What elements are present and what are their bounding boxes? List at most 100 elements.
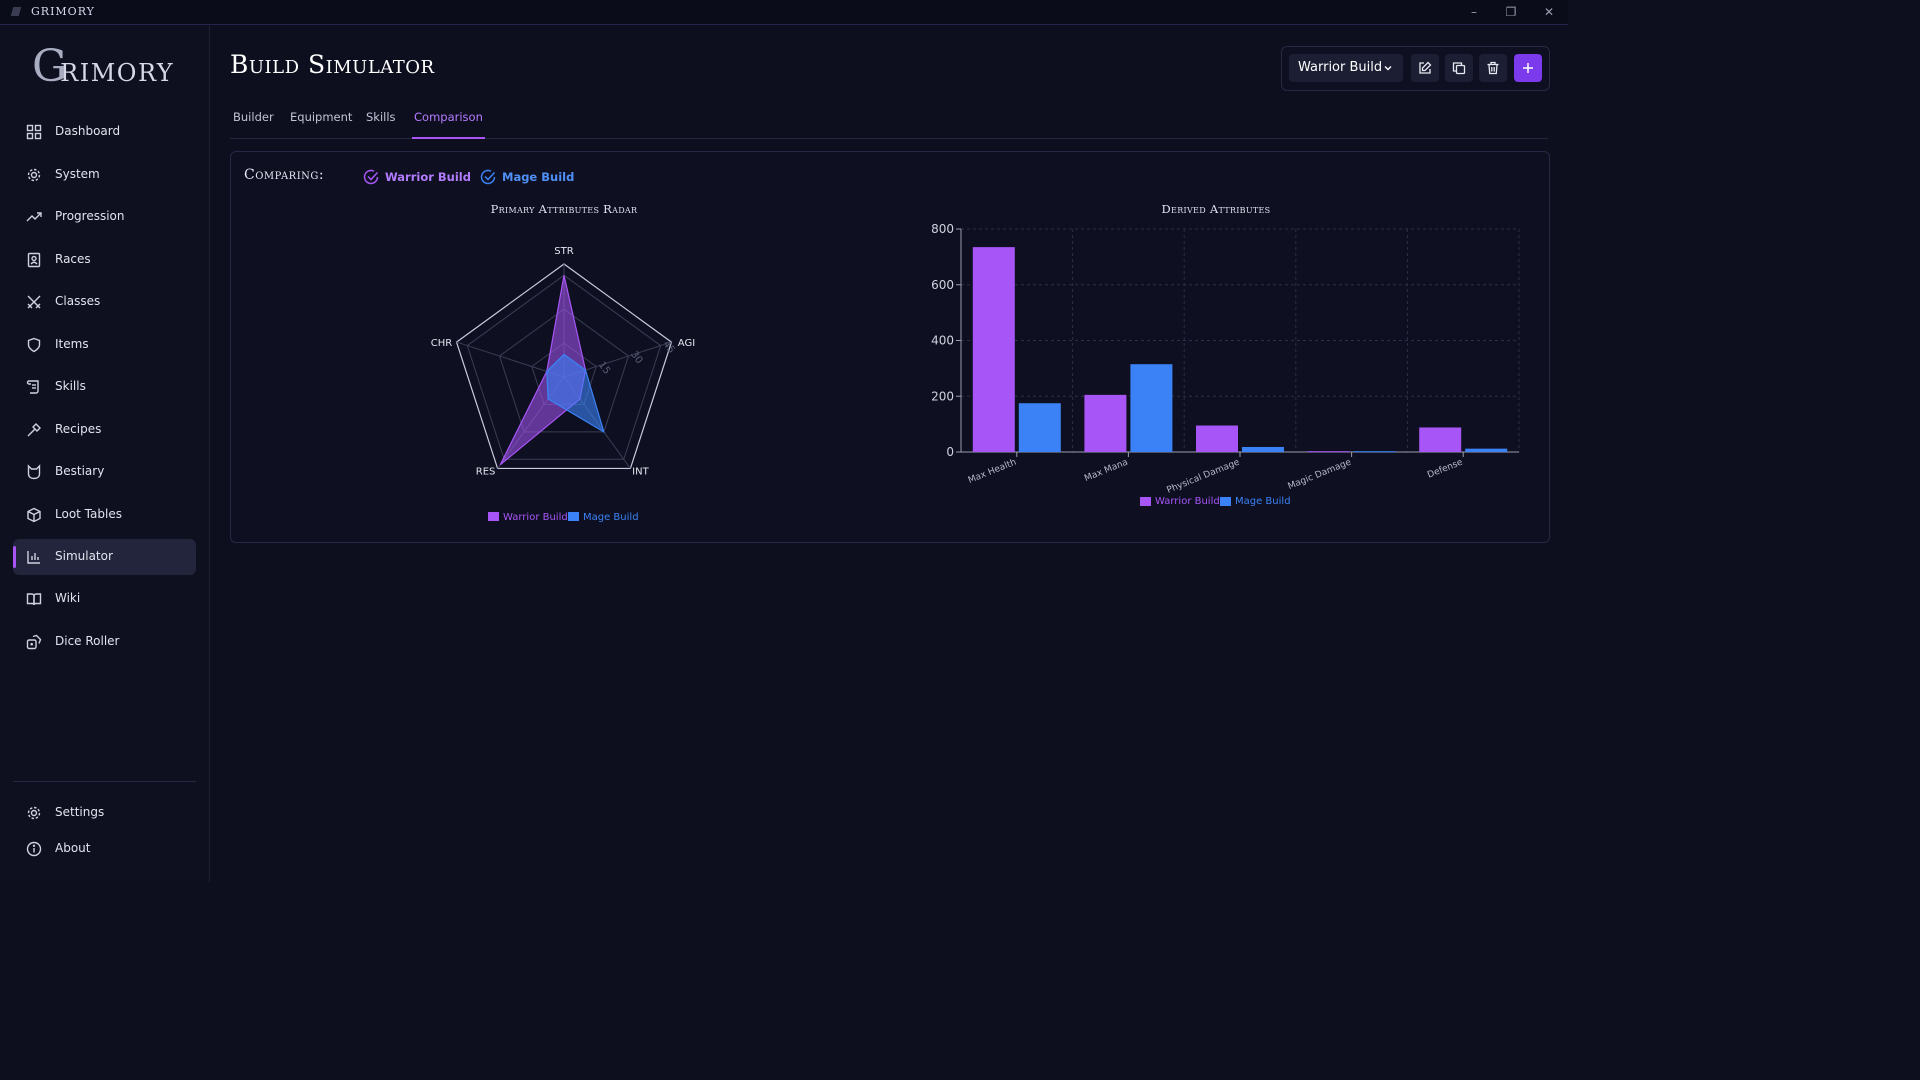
legend-swatch <box>488 512 499 521</box>
plus-icon <box>1523 63 1533 73</box>
duplicate-build-button[interactable] <box>1445 54 1473 82</box>
tab-comparison[interactable]: Comparison <box>412 110 485 139</box>
brand-initial: G <box>32 41 67 92</box>
tab-skills[interactable]: Skills <box>366 110 396 124</box>
hammer-icon <box>27 423 41 437</box>
legend-label: Mage Build <box>583 512 639 523</box>
sidebar-item-skills[interactable]: Skills <box>13 369 196 405</box>
sidebar-divider <box>13 781 196 782</box>
radar-chart-title: Primary Attributes Radar <box>490 202 638 216</box>
bar-chart-title: Derived Attributes <box>1161 202 1271 216</box>
sidebar-item-dice-roller[interactable]: Dice Roller <box>13 624 196 660</box>
sidebar-item-label: Wiki <box>55 591 81 605</box>
x-tick-label: Magic Damage <box>1287 457 1354 492</box>
delete-build-button[interactable] <box>1479 54 1507 82</box>
x-tick-label: Defense <box>1426 457 1465 480</box>
legend-swatch <box>568 512 579 521</box>
brand-logo: GRIMORY <box>32 41 174 92</box>
scroll-icon <box>26 380 39 394</box>
sidebar-item-label: Settings <box>55 805 105 819</box>
cat-icon <box>27 464 41 480</box>
trend-icon <box>26 212 42 222</box>
app-logo-icon <box>10 7 22 16</box>
legend-swatch <box>1220 497 1231 506</box>
simulator-tabs: Builder Equipment Skills Comparison <box>230 110 1548 139</box>
bar-warrior-build <box>1196 425 1238 452</box>
sidebar-item-progression[interactable]: Progression <box>13 199 196 235</box>
sidebar-item-races[interactable]: Races <box>13 242 196 278</box>
title-bar: GRIMORY – ❐ ✕ <box>0 0 1568 25</box>
x-tick-label: Max Mana <box>1083 458 1129 484</box>
edit-build-button[interactable] <box>1411 54 1439 82</box>
sidebar-item-dashboard[interactable]: Dashboard <box>13 114 196 150</box>
sidebar-item-settings[interactable]: Settings <box>13 795 196 831</box>
radar-axis-label: AGI <box>678 338 695 349</box>
brand-rest: RIMORY <box>60 59 175 87</box>
bar-warrior-build <box>1307 451 1350 453</box>
sidebar-item-label: Bestiary <box>55 464 105 478</box>
sidebar-item-bestiary[interactable]: Bestiary <box>13 454 196 490</box>
sidebar-item-recipes[interactable]: Recipes <box>13 412 196 448</box>
info-icon <box>26 841 42 857</box>
badge-icon <box>27 252 41 268</box>
legend-label: Warrior Build <box>1155 496 1220 507</box>
package-icon <box>27 507 41 523</box>
copy-icon <box>1452 62 1466 75</box>
add-build-button[interactable] <box>1514 54 1542 82</box>
sidebar-item-classes[interactable]: Classes <box>13 284 196 320</box>
sidebar-item-loot-tables[interactable]: Loot Tables <box>13 497 196 533</box>
check-circle-icon <box>363 169 379 185</box>
sidebar-item-label: Recipes <box>55 422 102 436</box>
sidebar: GRIMORY Dashboard System Progression Rac… <box>0 25 210 882</box>
sidebar-item-label: Races <box>55 252 91 266</box>
bar-mage-build <box>1242 446 1284 452</box>
gear-icon <box>27 806 41 820</box>
sidebar-item-label: Progression <box>55 209 125 223</box>
y-tick-label: 400 <box>931 334 954 348</box>
y-tick-label: 0 <box>946 445 954 459</box>
comparing-label: Comparing: <box>244 167 325 183</box>
sidebar-item-label: Loot Tables <box>55 507 122 521</box>
sidebar-item-simulator[interactable]: Simulator <box>13 539 196 575</box>
sidebar-item-label: Dashboard <box>55 124 121 138</box>
build-toolbar: Warrior Build <box>1281 46 1550 91</box>
swords-icon <box>27 295 41 309</box>
radar-spoke <box>456 341 565 378</box>
book-icon <box>26 593 42 606</box>
build-select[interactable]: Warrior Build <box>1289 54 1403 82</box>
tab-equipment[interactable]: Equipment <box>290 110 353 124</box>
bar-warrior-build <box>1419 427 1462 452</box>
sidebar-item-wiki[interactable]: Wiki <box>13 581 196 617</box>
minimize-button[interactable]: – <box>1471 5 1477 19</box>
radar-series-mage-build <box>546 353 605 434</box>
radar-axis-label: RES <box>476 466 496 477</box>
edit-icon <box>1419 61 1432 74</box>
radar-series-warrior-build <box>499 275 587 466</box>
bar-warrior-build <box>972 247 1015 452</box>
sidebar-item-about[interactable]: About <box>13 831 196 867</box>
radar-axis-label: INT <box>632 466 649 477</box>
sidebar-item-label: System <box>55 167 100 181</box>
check-circle-icon <box>480 169 496 185</box>
trash-icon <box>1487 61 1499 75</box>
sidebar-item-items[interactable]: Items <box>13 327 196 363</box>
app-name: GRIMORY <box>31 5 95 18</box>
shield-icon <box>27 337 41 353</box>
radar-axis-label: CHR <box>431 338 453 349</box>
tab-builder[interactable]: Builder <box>233 110 274 124</box>
gear-icon <box>27 168 41 182</box>
sidebar-item-system[interactable]: System <box>13 157 196 193</box>
bar-mage-build <box>1018 403 1061 452</box>
legend-label: Warrior Build <box>503 512 568 523</box>
close-button[interactable]: ✕ <box>1543 5 1555 19</box>
comparison-panel: Comparing: Warrior Build Mage Build Prim… <box>230 151 1550 543</box>
sidebar-item-label: Simulator <box>55 549 113 563</box>
sidebar-item-label: Classes <box>55 294 101 308</box>
maximize-button[interactable]: ❐ <box>1505 5 1517 19</box>
y-tick-label: 800 <box>931 222 954 236</box>
page-title: Build Simulator <box>230 50 435 79</box>
y-tick-label: 200 <box>931 389 954 403</box>
y-tick-label: 600 <box>931 278 954 292</box>
bar-chart: 0 200 400 600 800 Max Health Max Mana Physical … <box>931 222 1520 507</box>
bar-chart-icon <box>27 551 40 564</box>
